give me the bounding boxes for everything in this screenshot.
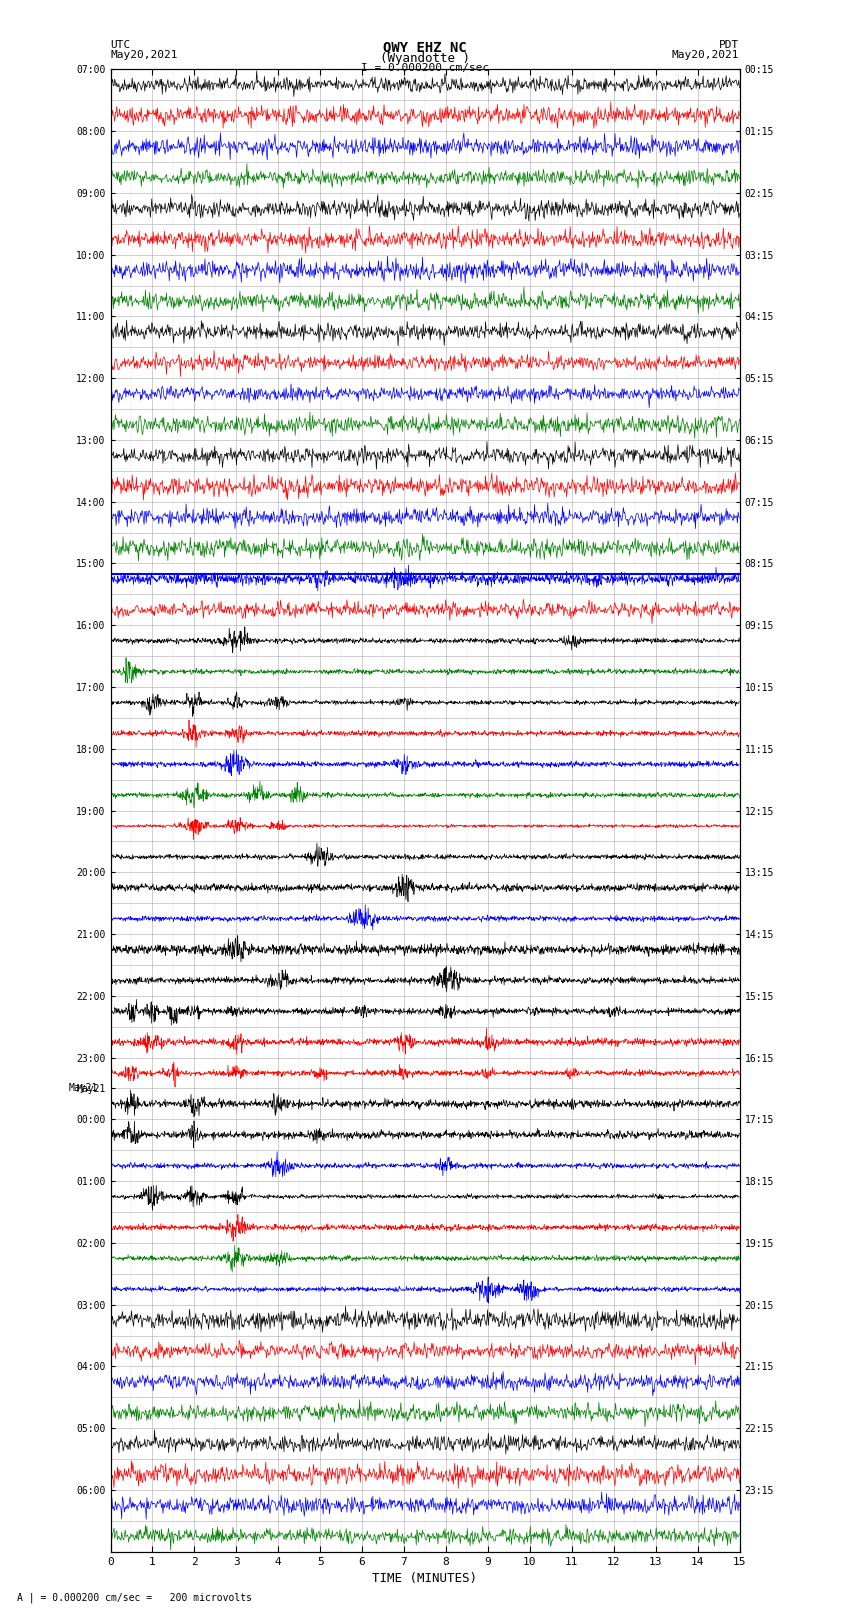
Text: A | = 0.000200 cm/sec =   200 microvolts: A | = 0.000200 cm/sec = 200 microvolts — [17, 1592, 252, 1603]
Text: QWY EHZ NC: QWY EHZ NC — [383, 40, 467, 55]
Text: I = 0.000200 cm/sec: I = 0.000200 cm/sec — [361, 63, 489, 73]
Text: PDT: PDT — [719, 40, 740, 50]
X-axis label: TIME (MINUTES): TIME (MINUTES) — [372, 1573, 478, 1586]
Text: May20,2021: May20,2021 — [110, 50, 178, 60]
Text: (Wyandotte ): (Wyandotte ) — [380, 52, 470, 65]
Text: May20,2021: May20,2021 — [672, 50, 740, 60]
Text: UTC: UTC — [110, 40, 131, 50]
Text: May21: May21 — [69, 1084, 98, 1094]
